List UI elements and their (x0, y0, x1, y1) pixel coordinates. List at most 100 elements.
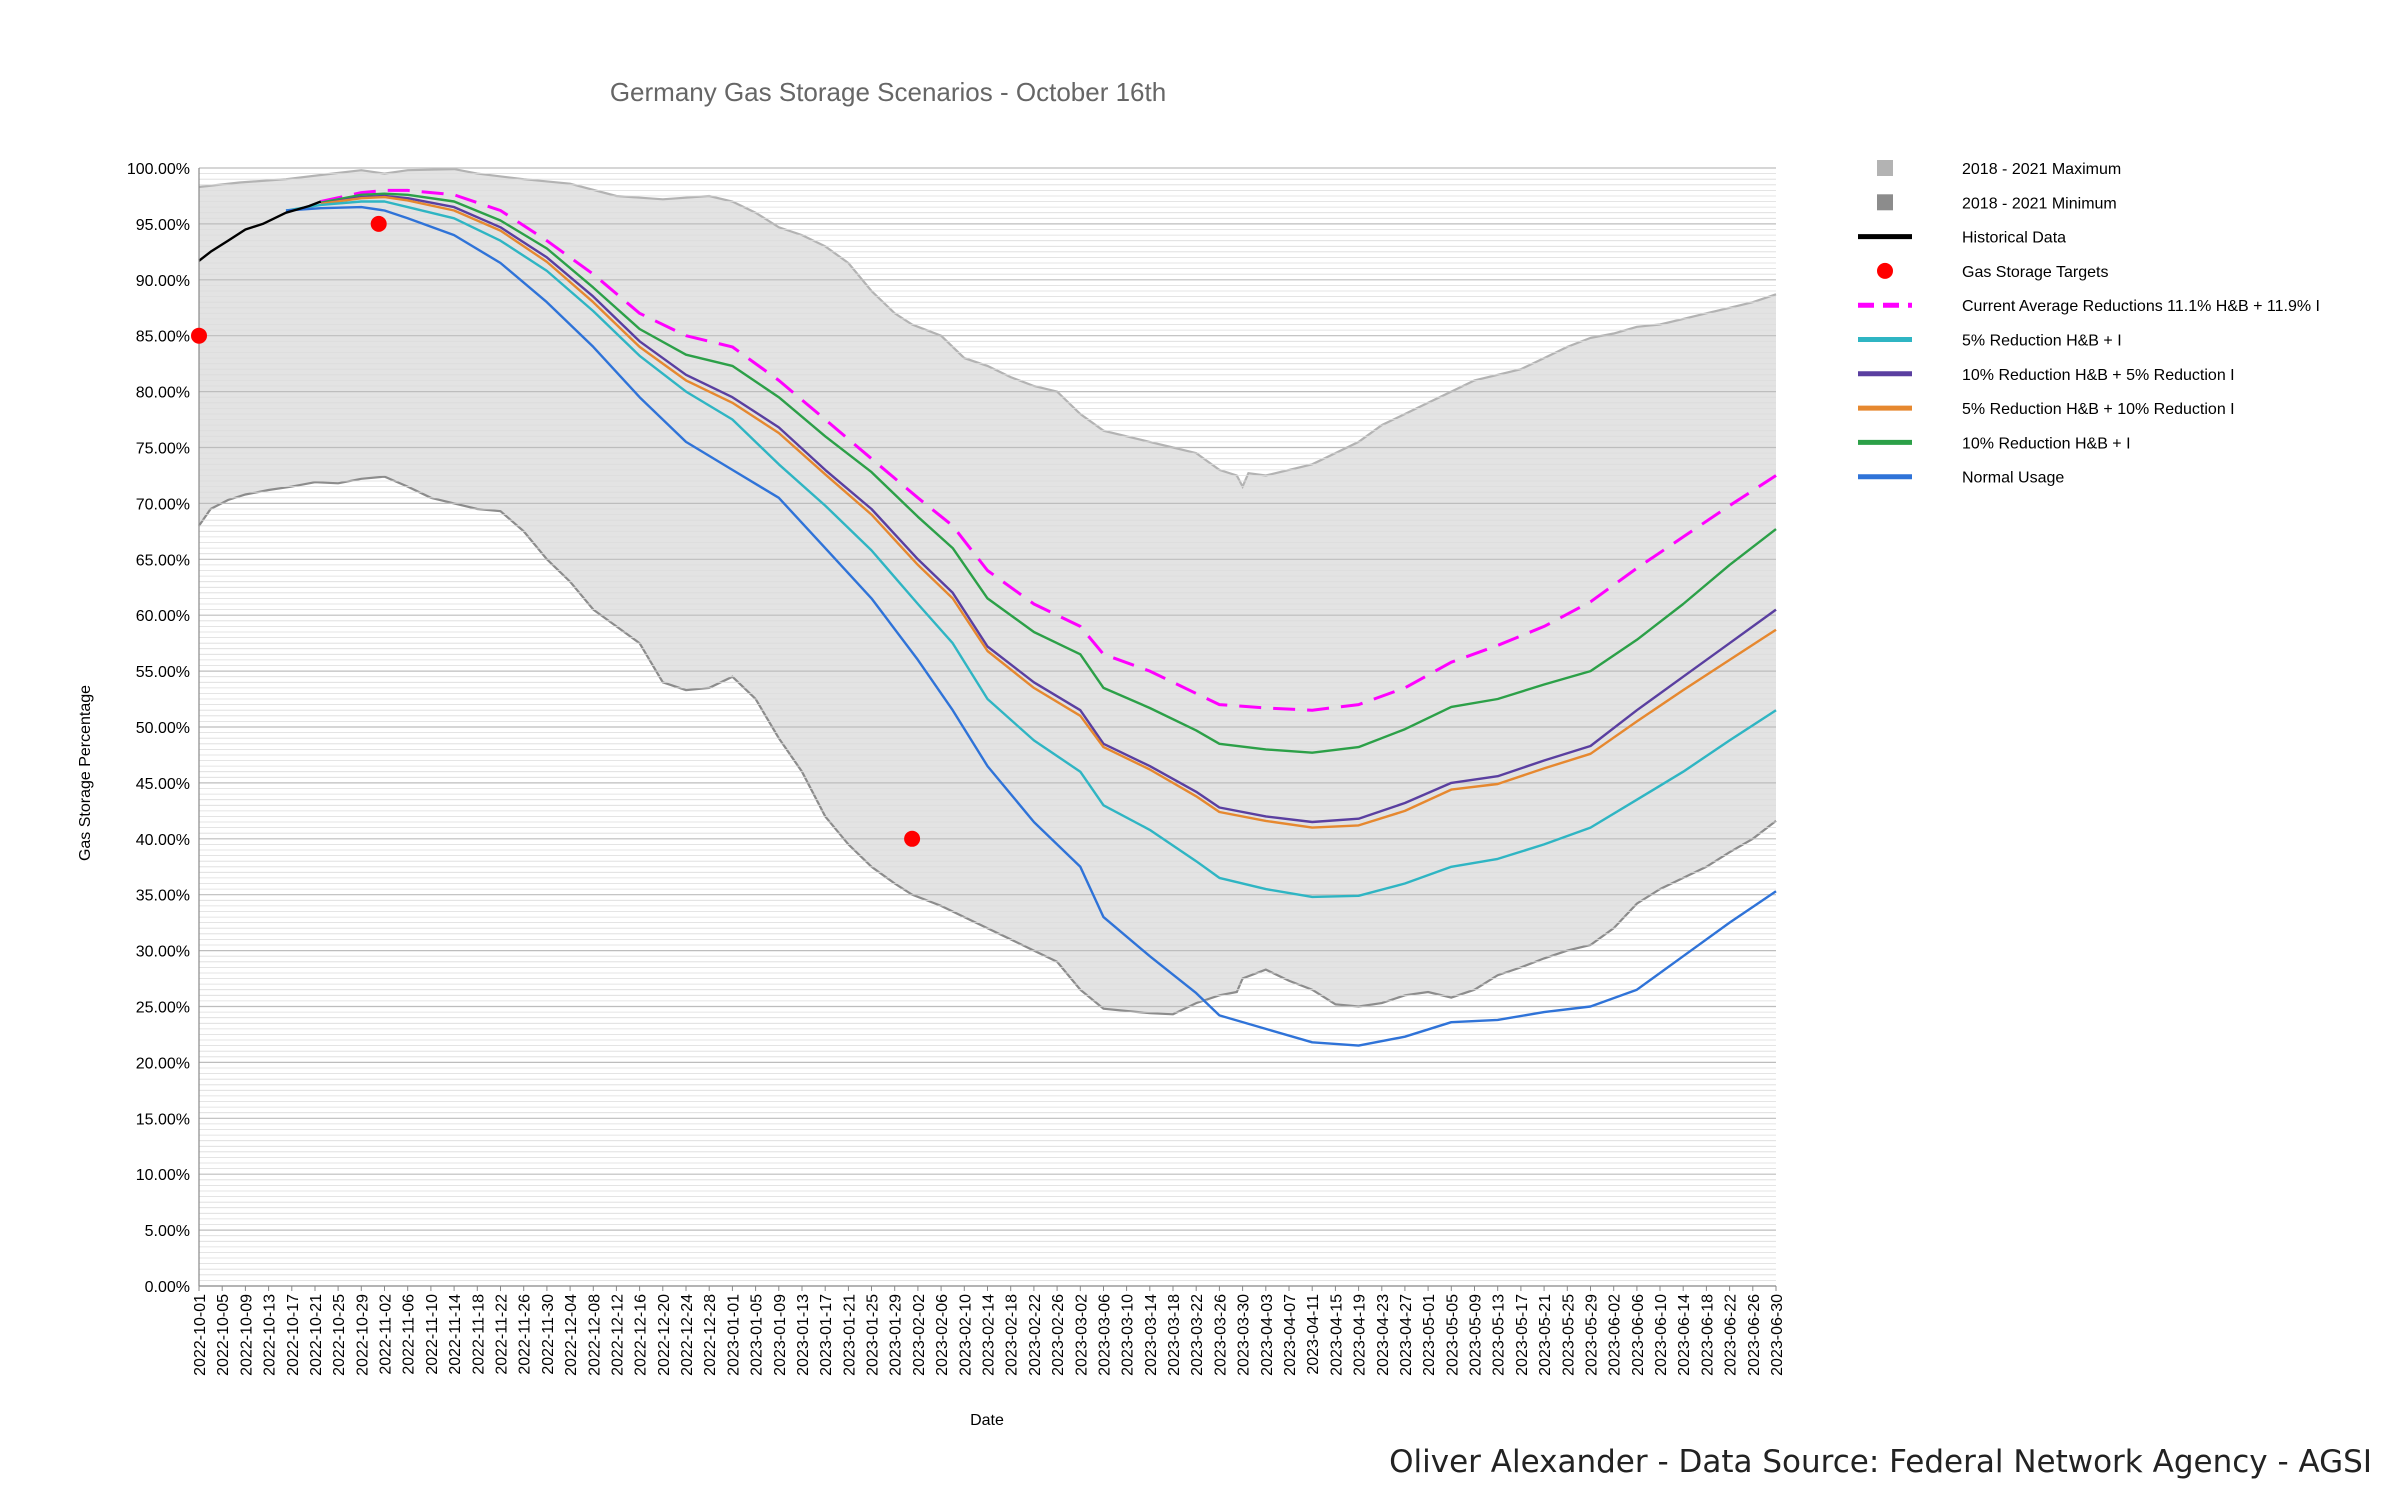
legend-swatch (1877, 262, 1893, 279)
x-tick-label: 2022-10-29 (354, 1294, 371, 1376)
x-tick-label: 2023-06-22 (1723, 1294, 1740, 1376)
x-tick-label: 2023-06-10 (1653, 1294, 1670, 1376)
x-tick-label: 2022-10-17 (285, 1294, 302, 1376)
x-tick-label: 2023-03-10 (1120, 1294, 1137, 1376)
series-line-normal-usage (285, 205, 1777, 1047)
x-tick-label: 2023-03-02 (1073, 1294, 1090, 1376)
x-tick-label: 2023-02-02 (911, 1294, 928, 1376)
legend-label: Normal Usage (1962, 470, 2064, 487)
x-tick-label: 2022-11-18 (470, 1294, 487, 1375)
y-tick-label: 90.00% (136, 273, 190, 290)
y-tick-label: 40.00% (136, 832, 190, 849)
x-tick-label: 2023-01-01 (725, 1294, 742, 1376)
x-tick-label: 2022-10-13 (262, 1294, 279, 1376)
x-tick-label: 2022-11-06 (401, 1294, 418, 1375)
y-tick-label: 95.00% (136, 217, 190, 234)
y-tick-label: 15.00% (136, 1111, 190, 1128)
x-tick-label: 2022-11-02 (378, 1294, 395, 1375)
x-tick-label: 2022-12-28 (702, 1294, 719, 1376)
x-tick-label: 2022-12-08 (586, 1294, 603, 1376)
target-point (370, 215, 387, 232)
y-tick-label: 25.00% (136, 1000, 190, 1017)
x-tick-label: 2023-01-09 (772, 1294, 789, 1376)
legend-label: Gas Storage Targets (1962, 264, 2108, 281)
y-tick-label: 0.00% (145, 1279, 190, 1296)
gridlines (199, 167, 1776, 1281)
x-tick-label: 2022-10-25 (331, 1294, 348, 1376)
x-tick-label: 2023-04-03 (1259, 1294, 1276, 1376)
y-tick-label: 45.00% (136, 776, 190, 793)
x-tick-label: 2023-05-29 (1584, 1294, 1601, 1376)
series-line-10-reduction-h-b-i (320, 192, 1777, 754)
y-tick-label: 35.00% (136, 888, 190, 905)
y-tick-label: 65.00% (136, 552, 190, 569)
legend-label: 10% Reduction H&B + 5% Reduction I (1962, 367, 2235, 384)
legend-label: 5% Reduction H&B + I (1962, 333, 2122, 350)
x-tick-label: 2023-04-07 (1282, 1294, 1299, 1376)
x-tick-label: 2023-04-15 (1328, 1294, 1345, 1376)
y-tick-label: 70.00% (136, 496, 190, 513)
x-tick-label: 2023-01-05 (749, 1294, 766, 1376)
x-tick-label: 2023-05-05 (1444, 1294, 1461, 1376)
x-tick-label: 2023-02-18 (1004, 1294, 1021, 1376)
source-credit: Oliver Alexander - Data Source: Federal … (1389, 1444, 2372, 1480)
x-tick-label: 2023-05-25 (1560, 1294, 1577, 1376)
x-tick-label: 2022-11-14 (447, 1294, 464, 1375)
y-tick-label: 5.00% (145, 1223, 190, 1240)
x-tick-label: 2023-04-27 (1398, 1294, 1415, 1376)
legend-label: Historical Data (1962, 230, 2066, 247)
series-line-5-reduction-h-b-10-reduction-i (320, 195, 1777, 829)
x-tick-label: 2022-11-26 (517, 1294, 534, 1375)
x-tick-label: 2023-01-17 (818, 1294, 835, 1376)
target-point (191, 327, 207, 344)
x-tick-label: 2022-12-12 (609, 1294, 626, 1376)
x-tick-label: 2023-03-06 (1097, 1294, 1114, 1376)
y-tick-label: 50.00% (136, 720, 190, 737)
x-tick-label: 2022-11-22 (494, 1294, 511, 1375)
x-tick-label: 2023-03-22 (1189, 1294, 1206, 1376)
x-tick-label: 2022-12-24 (679, 1294, 696, 1376)
y-tick-label: 55.00% (136, 664, 190, 681)
x-tick-label: 2023-06-26 (1746, 1294, 1763, 1376)
x-tick-label: 2023-06-06 (1630, 1294, 1647, 1376)
x-tick-label: 2023-01-29 (888, 1294, 905, 1376)
x-tick-label: 2023-05-13 (1491, 1294, 1508, 1376)
legend-label: 10% Reduction H&B + I (1962, 435, 2131, 452)
series-line-current-average-reductions-11-1-h-b-11-9-i (320, 188, 1777, 712)
x-tick-label: 2022-10-01 (192, 1294, 209, 1376)
x-tick-label: 2023-03-14 (1143, 1294, 1160, 1376)
y-tick-label: 85.00% (136, 329, 190, 346)
x-tick-label: 2022-11-10 (424, 1294, 441, 1375)
x-tick-label: 2022-12-20 (656, 1294, 673, 1376)
x-tick-label: 2023-01-25 (865, 1294, 882, 1376)
chart-title: Germany Gas Storage Scenarios - October … (610, 77, 1166, 107)
x-tick-label: 2023-02-22 (1027, 1294, 1044, 1376)
x-tick-label: 2023-05-01 (1421, 1294, 1438, 1376)
x-tick-label: 2023-02-26 (1050, 1294, 1067, 1376)
x-tick-label: 2023-02-14 (981, 1294, 998, 1376)
axes: 0.00% 5.00% 10.00% 15.00% 20.00% 25.00% 30.00%… (127, 161, 1786, 1376)
range-band-fill (199, 169, 1776, 1015)
x-tick-label: 2022-10-09 (238, 1294, 255, 1376)
series-line-historical-data (198, 200, 322, 262)
x-tick-label: 2023-06-14 (1676, 1294, 1693, 1376)
legend-label: 2018 - 2021 Minimum (1962, 195, 2117, 212)
x-tick-label: 2023-04-19 (1352, 1294, 1369, 1376)
series-line-10-reduction-h-b-5-reduction-i (320, 194, 1777, 824)
x-tick-label: 2023-03-26 (1212, 1294, 1229, 1376)
legend-label: Current Average Reductions 11.1% H&B + 1… (1962, 298, 2320, 315)
x-tick-label: 2023-02-06 (934, 1294, 951, 1376)
x-tick-label: 2023-04-11 (1305, 1294, 1322, 1375)
historical-range-band (198, 167, 1777, 1016)
x-tick-label: 2023-01-13 (795, 1294, 812, 1376)
y-tick-label: 10.00% (136, 1167, 190, 1184)
y-tick-label: 60.00% (136, 608, 190, 625)
y-tick-label: 75.00% (136, 441, 190, 458)
legend-label: 5% Reduction H&B + 10% Reduction I (1962, 401, 2235, 418)
legend-swatch (1877, 160, 1893, 176)
y-tick-label: 80.00% (136, 385, 190, 402)
series-layer (198, 188, 1777, 1047)
x-tick-label: 2022-12-04 (563, 1294, 580, 1376)
series-line-5-reduction-h-b-i (285, 200, 1777, 899)
legend: 2018 - 2021 Maximum 2018 - 2021 Minimum Hi… (1858, 160, 2320, 487)
